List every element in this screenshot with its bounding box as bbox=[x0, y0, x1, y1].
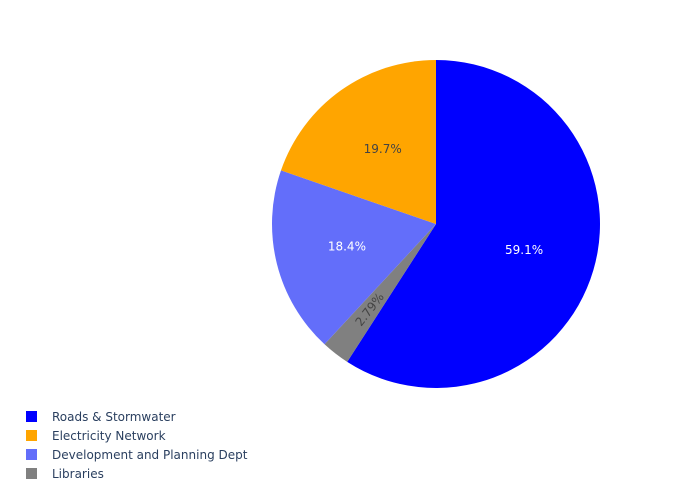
slice-label-roads-stormwater: 59.1% bbox=[505, 243, 543, 257]
pie-slice-development-and-planning-dept[interactable] bbox=[272, 170, 436, 345]
legend-swatch-electricity-network bbox=[26, 430, 37, 441]
slice-label-development-and-planning-dept: 18.4% bbox=[328, 239, 366, 253]
legend-item-development-and-planning-dept[interactable]: Development and Planning Dept bbox=[26, 445, 247, 464]
legend-swatch-roads-stormwater bbox=[26, 411, 37, 422]
legend: Roads & Stormwater Electricity Network Dev… bbox=[26, 407, 247, 483]
legend-item-roads-stormwater[interactable]: Roads & Stormwater bbox=[26, 407, 247, 426]
pie-slices bbox=[272, 60, 600, 388]
pie-slice-libraries[interactable] bbox=[324, 224, 436, 362]
legend-label-roads-stormwater: Roads & Stormwater bbox=[52, 409, 176, 424]
legend-label-electricity-network: Electricity Network bbox=[52, 428, 166, 443]
pie-slice-electricity-network[interactable] bbox=[281, 60, 436, 224]
legend-item-libraries[interactable]: Libraries bbox=[26, 464, 247, 483]
legend-label-development-and-planning-dept: Development and Planning Dept bbox=[52, 447, 248, 462]
legend-item-electricity-network[interactable]: Electricity Network bbox=[26, 426, 247, 445]
legend-swatch-libraries bbox=[26, 468, 37, 479]
slice-label-electricity-network: 19.7% bbox=[364, 142, 402, 156]
legend-label-libraries: Libraries bbox=[52, 466, 104, 481]
pie-slice-roads-stormwater[interactable] bbox=[347, 60, 600, 388]
legend-swatch-development-and-planning-dept bbox=[26, 449, 37, 460]
